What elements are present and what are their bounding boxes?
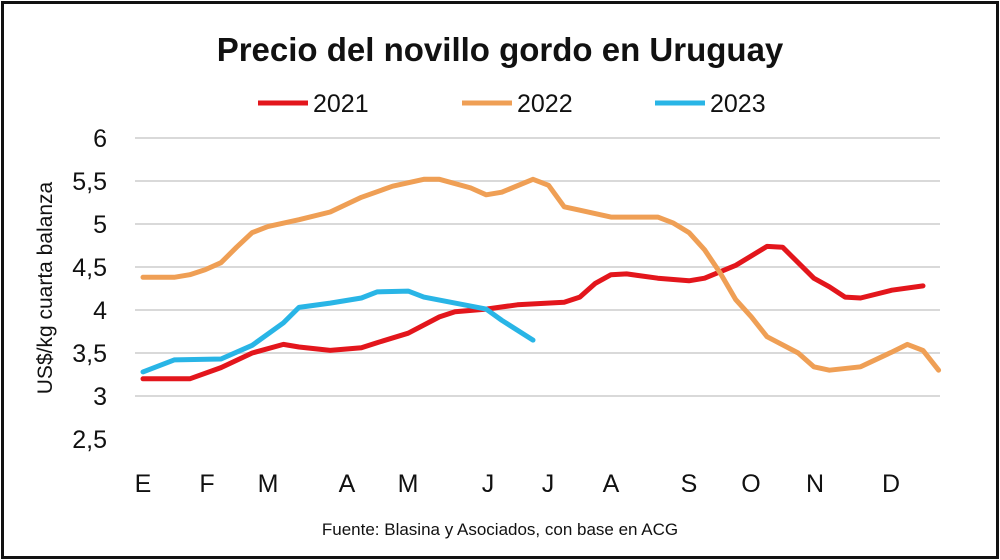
y-tick-label: 6 bbox=[93, 125, 107, 153]
y-tick-label: 4,5 bbox=[72, 254, 107, 282]
series-line-2023 bbox=[140, 288, 536, 375]
gridlines bbox=[135, 137, 940, 397]
x-tick-label: J bbox=[482, 470, 495, 498]
legend: 2021 2022 2023 bbox=[258, 90, 766, 118]
y-tick-label: 3 bbox=[93, 383, 107, 411]
series-lines bbox=[140, 176, 942, 382]
legend-label-2023: 2023 bbox=[710, 90, 766, 118]
x-tick-label: E bbox=[135, 470, 152, 498]
source-note: Fuente: Blasina y Asociados, con base en… bbox=[322, 520, 678, 539]
x-tick-label: A bbox=[603, 470, 620, 498]
x-tick-label: O bbox=[741, 470, 760, 498]
chart-title: Precio del novillo gordo en Uruguay bbox=[217, 31, 784, 68]
y-tick-label: 4 bbox=[93, 297, 107, 325]
y-tick-label: 2,5 bbox=[72, 426, 107, 454]
x-tick-label: D bbox=[882, 470, 900, 498]
x-tick-label: M bbox=[258, 470, 279, 498]
y-tick-label: 5,5 bbox=[72, 168, 107, 196]
y-axis-label: US$/kg cuarta balanza bbox=[34, 181, 57, 394]
x-tick-label: J bbox=[542, 470, 555, 498]
y-tick-label: 3,5 bbox=[72, 340, 107, 368]
y-tick-label: 5 bbox=[93, 211, 107, 239]
legend-label-2022: 2022 bbox=[517, 90, 573, 118]
y-axis-ticks: 2,5 3 3,5 4 4,5 5 5,5 6 bbox=[72, 125, 107, 454]
series-line-2022 bbox=[140, 176, 942, 373]
x-tick-label: F bbox=[199, 470, 214, 498]
x-tick-label: M bbox=[398, 470, 419, 498]
legend-label-2021: 2021 bbox=[313, 90, 369, 118]
x-tick-label: A bbox=[339, 470, 356, 498]
x-tick-label: S bbox=[681, 470, 698, 498]
x-tick-label: N bbox=[806, 470, 824, 498]
